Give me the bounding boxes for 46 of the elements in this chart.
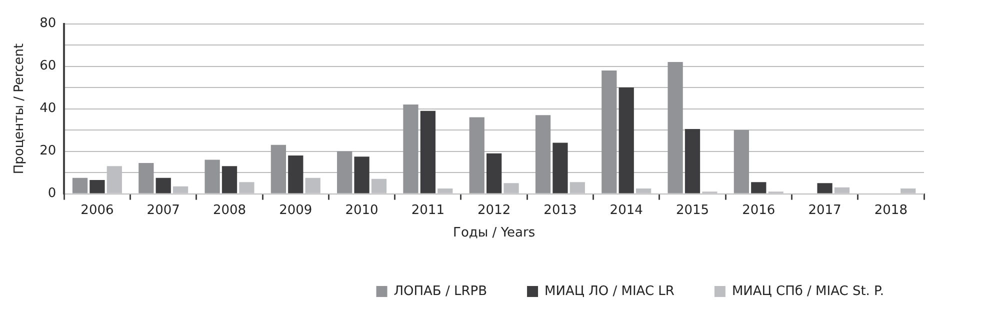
x-tick-label: 2011 (411, 202, 444, 218)
bar (420, 110, 436, 194)
legend-label: ЛОПАБ / LRPB (394, 284, 488, 299)
y-tick-label: 20 (40, 144, 56, 159)
bar (486, 153, 502, 194)
bar (204, 160, 220, 194)
y-axis-title: Проценты / Percent (12, 43, 28, 174)
bar (270, 144, 286, 194)
bar (734, 130, 750, 194)
x-tick-label: 2008 (212, 202, 246, 218)
bar (668, 62, 683, 194)
x-tick-label: 2007 (146, 202, 180, 218)
bar (337, 151, 352, 194)
bar (72, 178, 88, 194)
x-tick-label: 2009 (279, 202, 312, 218)
y-tick-label: 40 (40, 101, 56, 116)
bar (469, 117, 484, 194)
bar (354, 156, 370, 194)
x-tick-label: 2015 (676, 202, 710, 218)
legend-label: МИАЦ СПб / MIAC St. P. (732, 284, 884, 299)
y-tick-label: 0 (48, 186, 56, 202)
bar (751, 182, 766, 194)
bar (156, 178, 171, 194)
bar (90, 180, 105, 194)
x-tick-label: 2012 (478, 202, 511, 218)
bar (288, 156, 304, 194)
bar (602, 70, 617, 194)
bar (535, 115, 551, 194)
bar (618, 88, 634, 194)
bar (222, 166, 238, 194)
x-tick-label: 2006 (80, 202, 114, 218)
x-tick-label: 2017 (808, 202, 842, 218)
x-tick-label: 2010 (345, 202, 378, 218)
bar (817, 183, 832, 194)
x-tick-label: 2018 (874, 202, 908, 218)
bar (684, 128, 700, 194)
x-tick-label: 2016 (742, 202, 776, 218)
bar (403, 104, 418, 194)
y-tick-label: 80 (40, 16, 56, 32)
x-tick-label: 2014 (610, 202, 643, 218)
x-axis-title: Годы / Years (453, 226, 536, 241)
y-tick-label: 60 (40, 58, 56, 74)
legend-label: МИАЦ ЛО / MIAC LR (544, 284, 674, 299)
bar (552, 142, 568, 194)
bar (138, 162, 154, 194)
x-tick-label: 2013 (544, 202, 577, 218)
